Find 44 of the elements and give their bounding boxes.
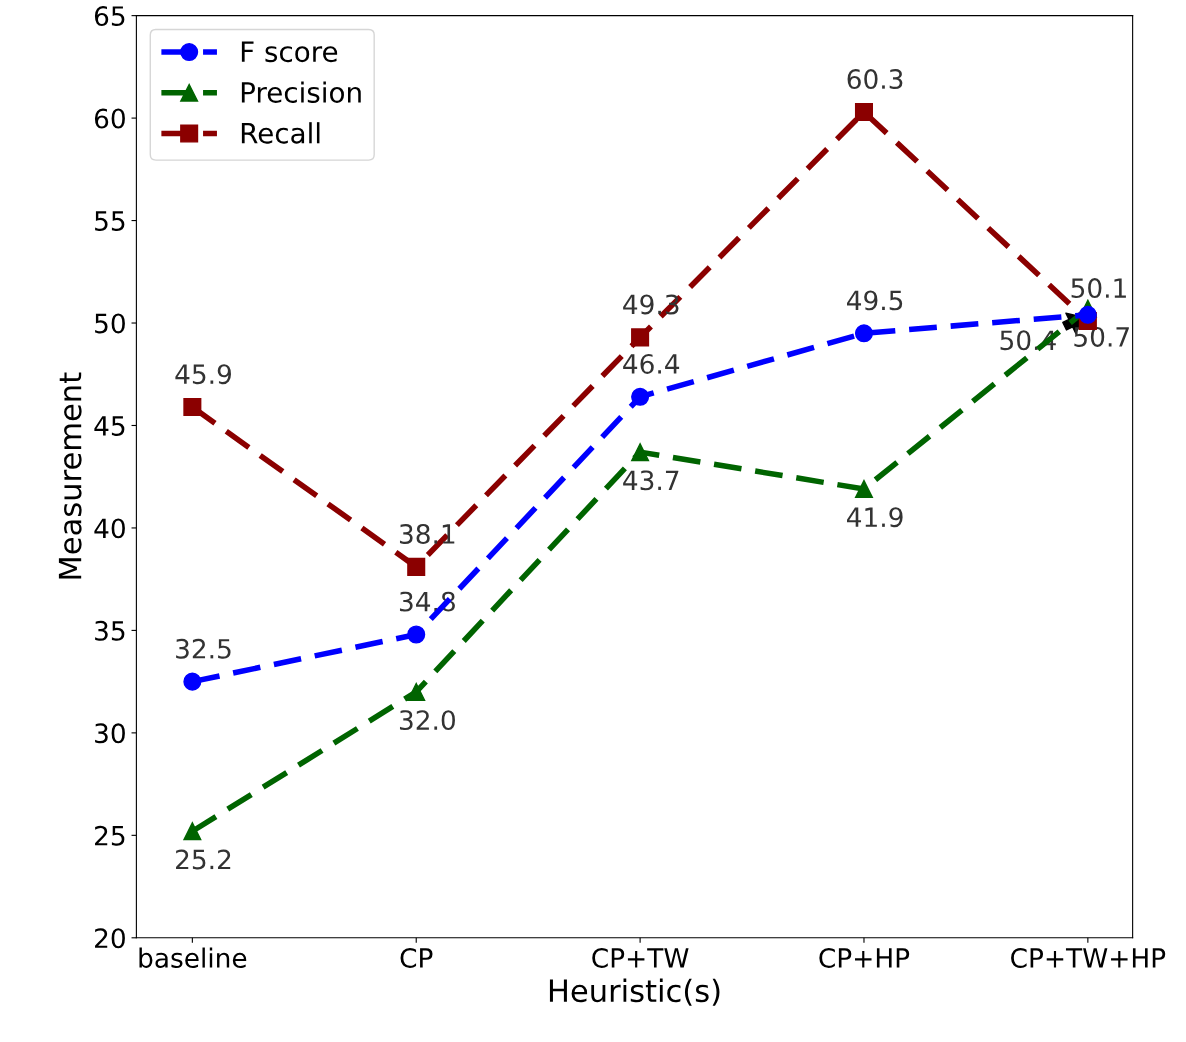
y-tick-label: 45 <box>94 416 125 436</box>
point <box>407 682 426 701</box>
x-tick-label: CP+HP <box>819 947 910 968</box>
y-tick-label: 40 <box>94 518 125 539</box>
y-tick-label: 25 <box>95 825 125 846</box>
point <box>1078 305 1097 324</box>
y-tick-label: 50 <box>95 313 125 334</box>
point <box>183 398 202 417</box>
legend-label: Recall <box>241 122 320 144</box>
y-tick-label: 20 <box>95 928 125 949</box>
legend-label: Precision <box>241 81 361 103</box>
y-tick-label: 65 <box>94 6 125 27</box>
data-label: 43.7 <box>623 470 679 491</box>
point <box>183 822 202 841</box>
y-tick-label: 55 <box>95 211 125 231</box>
data-label: 38.1 <box>399 524 455 544</box>
y-tick-label: 30 <box>95 723 125 744</box>
y-tick-label: 35 <box>95 620 125 641</box>
point <box>854 102 874 121</box>
legend-label: F score <box>241 41 338 63</box>
x-axis-title: Heuristic(s) <box>549 978 720 1006</box>
point <box>407 625 426 644</box>
point <box>631 328 650 347</box>
point <box>407 557 426 576</box>
x-tick-label: baseline <box>139 947 247 968</box>
y-tick-label: 60 <box>94 108 125 129</box>
data-label: 46.4 <box>623 353 680 374</box>
x-tick-label: CP+TW <box>592 947 689 968</box>
y-axis-title: Measurement <box>58 372 82 579</box>
x-tick-label: CP <box>400 947 433 968</box>
point <box>631 443 650 462</box>
data-label: 45.9 <box>175 364 231 385</box>
point <box>631 387 650 406</box>
point <box>854 479 874 499</box>
x-tick-label: CP+TW+HP <box>1011 947 1166 968</box>
data-label: 32.5 <box>176 638 231 659</box>
data-label: 32.0 <box>399 710 455 731</box>
point <box>854 324 874 343</box>
data-label: 60.3 <box>847 69 903 90</box>
data-label: 41.9 <box>847 507 903 528</box>
data-label: 49.5 <box>847 290 903 311</box>
point <box>183 672 202 691</box>
data-label: 25.2 <box>176 849 231 870</box>
data-label: 50.1 <box>1071 278 1126 299</box>
